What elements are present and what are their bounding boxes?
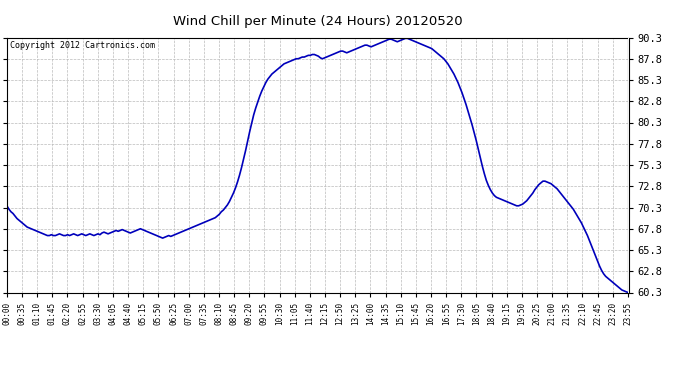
Text: Wind Chill per Minute (24 Hours) 20120520: Wind Chill per Minute (24 Hours) 2012052… bbox=[172, 15, 462, 28]
Text: Copyright 2012 Cartronics.com: Copyright 2012 Cartronics.com bbox=[10, 41, 155, 50]
